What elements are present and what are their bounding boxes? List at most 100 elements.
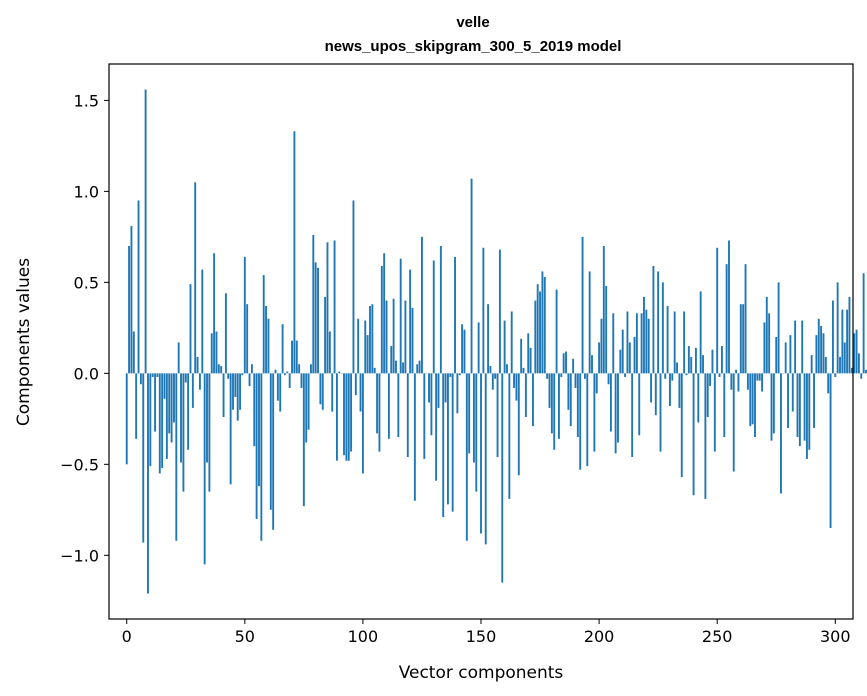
bar-215 bbox=[633, 336, 636, 374]
bar-133 bbox=[439, 245, 442, 374]
bar-235 bbox=[680, 373, 683, 478]
bar-313 bbox=[865, 369, 867, 374]
bar-23 bbox=[180, 373, 182, 463]
bar-51 bbox=[246, 304, 249, 374]
x-tick-label: 100 bbox=[348, 627, 379, 646]
bar-306 bbox=[848, 296, 851, 374]
bar-266 bbox=[754, 373, 756, 438]
bar-293 bbox=[817, 318, 820, 374]
bar-231 bbox=[671, 373, 674, 381]
x-tick-label: 200 bbox=[584, 627, 615, 646]
y-tick-label: −0.5 bbox=[60, 455, 99, 474]
bar-109 bbox=[383, 253, 386, 374]
bar-261 bbox=[742, 304, 745, 374]
bar-267 bbox=[756, 373, 759, 381]
bar-275 bbox=[775, 336, 778, 374]
bar-53 bbox=[250, 364, 253, 374]
bar-12 bbox=[154, 373, 156, 432]
x-tick-label: 50 bbox=[235, 627, 255, 646]
bar-39 bbox=[217, 364, 220, 374]
bar-13 bbox=[156, 373, 159, 377]
bar-182 bbox=[555, 289, 558, 374]
bar-2 bbox=[130, 225, 133, 374]
bar-238 bbox=[687, 346, 690, 374]
bar-61 bbox=[269, 373, 272, 510]
bar-254 bbox=[725, 264, 728, 374]
bar-211 bbox=[624, 373, 627, 377]
bar-286 bbox=[801, 320, 804, 374]
bar-145 bbox=[468, 373, 471, 454]
bar-308 bbox=[853, 333, 856, 374]
bar-200 bbox=[598, 342, 601, 374]
bar-11 bbox=[151, 373, 154, 377]
bar-271 bbox=[765, 296, 768, 374]
bar-144 bbox=[465, 373, 468, 541]
bar-184 bbox=[560, 373, 563, 377]
bar-298 bbox=[829, 373, 832, 529]
bar-88 bbox=[333, 240, 336, 374]
bar-164 bbox=[513, 373, 516, 388]
bar-1 bbox=[128, 245, 131, 374]
bar-198 bbox=[593, 373, 596, 452]
bar-19 bbox=[170, 373, 173, 443]
bar-34 bbox=[206, 373, 208, 463]
bar-287 bbox=[803, 373, 806, 441]
bar-20 bbox=[173, 373, 175, 423]
bar-281 bbox=[789, 335, 792, 374]
bar-183 bbox=[558, 373, 560, 439]
bar-21 bbox=[175, 373, 178, 541]
bar-310 bbox=[857, 353, 860, 374]
x-tick-label: 150 bbox=[466, 627, 497, 646]
bar-72 bbox=[295, 340, 298, 374]
x-tick-label: 250 bbox=[702, 627, 733, 646]
bar-65 bbox=[279, 373, 282, 412]
bar-259 bbox=[737, 373, 740, 392]
bar-270 bbox=[763, 322, 766, 374]
bar-59 bbox=[265, 306, 268, 374]
bar-4 bbox=[135, 373, 138, 439]
bar-229 bbox=[666, 306, 669, 374]
bar-79 bbox=[312, 235, 315, 374]
bar-92 bbox=[343, 373, 345, 456]
bar-6 bbox=[139, 373, 142, 385]
bar-5 bbox=[137, 200, 140, 374]
bar-56 bbox=[258, 373, 260, 487]
bar-40 bbox=[220, 366, 223, 374]
bar-108 bbox=[380, 265, 383, 374]
bar-97 bbox=[354, 373, 357, 396]
bar-233 bbox=[676, 362, 678, 374]
bar-31 bbox=[198, 373, 201, 390]
bar-150 bbox=[480, 373, 482, 534]
bar-294 bbox=[820, 326, 823, 374]
bar-69 bbox=[288, 373, 291, 388]
bar-25 bbox=[184, 373, 187, 383]
bar-58 bbox=[262, 275, 265, 374]
bar-113 bbox=[392, 298, 395, 374]
bar-295 bbox=[822, 333, 825, 374]
bar-218 bbox=[640, 313, 643, 374]
bar-248 bbox=[711, 349, 714, 374]
bar-35 bbox=[208, 373, 211, 492]
y-tick-label: 0.0 bbox=[74, 364, 99, 383]
bar-169 bbox=[524, 373, 527, 418]
bar-239 bbox=[690, 356, 693, 374]
bar-119 bbox=[406, 373, 409, 458]
bar-158 bbox=[498, 249, 501, 374]
bar-112 bbox=[390, 346, 393, 374]
bar-81 bbox=[317, 267, 319, 374]
bar-71 bbox=[293, 131, 296, 374]
bar-73 bbox=[298, 364, 301, 374]
bar-86 bbox=[328, 331, 331, 374]
bar-143 bbox=[463, 329, 466, 374]
bar-15 bbox=[161, 373, 164, 468]
bar-247 bbox=[709, 373, 712, 387]
bar-210 bbox=[621, 329, 624, 374]
bar-292 bbox=[815, 335, 818, 374]
y-tick-label: 1.5 bbox=[74, 91, 99, 110]
bar-104 bbox=[371, 304, 374, 374]
bar-47 bbox=[236, 373, 239, 421]
bar-159 bbox=[501, 373, 504, 583]
bar-173 bbox=[534, 300, 537, 374]
bar-125 bbox=[421, 236, 423, 374]
bar-120 bbox=[409, 269, 412, 374]
